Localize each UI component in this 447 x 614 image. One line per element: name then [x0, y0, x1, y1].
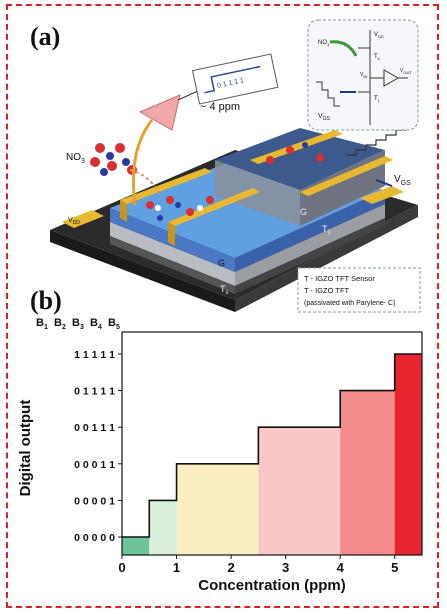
bit-header-label: B4 — [90, 317, 102, 331]
bit-header-label: B1 — [36, 317, 48, 331]
no3-label: NO3 — [66, 152, 85, 165]
legend-line-3: (passivated with Parylene- C) — [304, 300, 395, 307]
x-tick-label: 0 — [118, 560, 125, 575]
digital-output-step-chart: 0 0 0 0 0 0 0 0 0 1 0 0 0 1 1 0 0 1 1 1 0 1 … — [17, 317, 423, 594]
inset-ts-label: Ts — [374, 54, 380, 61]
passivated-block-top — [215, 128, 385, 190]
y-tick-label: 0 0 0 0 1 — [74, 495, 115, 507]
electrode-mid-front — [168, 222, 175, 246]
device-g-mid: G — [218, 258, 225, 268]
y-tick-label: 0 0 0 1 1 — [74, 459, 115, 471]
device-ts-label: Ts — [220, 284, 229, 296]
layer-blue-side — [235, 190, 385, 272]
inset-no3-arrow — [329, 40, 358, 57]
layer-grey-front — [110, 222, 235, 286]
figure-frame — [6, 4, 439, 608]
contact-pad-right — [360, 186, 404, 204]
electrode-left — [120, 168, 212, 204]
inset-vin-label: VIN — [360, 72, 367, 79]
x-tick-label: 1 — [173, 560, 180, 575]
amplifier-output-line — [177, 89, 201, 101]
step-bar — [176, 463, 259, 555]
vgs-staircase-right — [346, 129, 406, 156]
x-axis-label: Concentration (ppm) — [198, 577, 346, 594]
inset-vgs-label: VGS — [318, 113, 331, 122]
x-tick-label: 5 — [391, 560, 398, 575]
legend-line-1: T - IGZO TFT Sensor — [304, 274, 375, 283]
inset-vdd-label: VDD — [374, 32, 384, 39]
inset-no3-label: NO3 — [318, 40, 330, 47]
y-tick-label: 0 0 1 1 1 — [74, 422, 115, 434]
panel-b-label: (b) — [30, 286, 62, 315]
y-tick-label: 1 1 1 1 1 — [74, 349, 115, 361]
bit-header-label: B2 — [54, 317, 66, 331]
readout-ppm: ~ 4 ppm — [200, 101, 240, 113]
vgs-arrow-right — [375, 179, 393, 187]
layer-dark-side — [235, 218, 385, 294]
y-axis-label: Digital output — [17, 400, 34, 497]
inset-circuit — [316, 30, 408, 125]
electrode-right — [250, 130, 343, 164]
bit-header-label: B5 — [108, 317, 120, 331]
device-illustration: NO3 0 1 1 1 1 ~ 4 ppm VGS VDD G T1 G Ts … — [50, 19, 421, 313]
substrate-front — [50, 230, 235, 312]
contact-pad-left — [62, 210, 104, 228]
amplifier-triangle — [138, 94, 181, 131]
inset-t1-label: T1 — [374, 96, 381, 103]
panel-a-label: (a) — [30, 22, 61, 51]
layer-grey-side — [235, 204, 385, 286]
bit-header-label: B3 — [72, 317, 84, 331]
readout-card: 0 1 1 1 1 — [191, 53, 279, 105]
device-g-top: G — [300, 207, 307, 217]
step-line — [122, 353, 422, 538]
step-bar — [122, 537, 150, 555]
x-tick-label: 4 — [337, 560, 345, 575]
no3-diffusion-path — [129, 169, 161, 196]
device-legend-box — [297, 267, 421, 313]
vgs-label-right: VGS — [394, 174, 411, 187]
step-bar — [258, 427, 341, 555]
step-bar — [394, 354, 422, 555]
electrode-left-front — [120, 200, 127, 222]
legend-line-2: T - IGZO TFT — [304, 286, 350, 295]
electrode-mid — [168, 188, 260, 226]
surface-molecules — [146, 142, 324, 221]
inset-circuit-box — [307, 19, 419, 131]
x-tick-label: 3 — [282, 560, 289, 575]
device-vdd-left: VDD — [68, 217, 80, 226]
x-tick-label: 2 — [227, 560, 234, 575]
no3-cluster — [90, 143, 137, 176]
plot-frame — [121, 331, 423, 556]
device-t1-label: T1 — [322, 224, 332, 236]
y-tick-label: 0 1 1 1 1 — [74, 386, 115, 398]
electrode-far — [300, 156, 393, 196]
layer-dark-front — [110, 236, 235, 294]
step-bar — [340, 390, 395, 555]
inset-vout-label: VOUT — [400, 68, 412, 75]
step-bar — [149, 500, 177, 555]
sensor-wire — [131, 119, 154, 206]
y-tick-label: 0 0 0 0 0 — [74, 532, 115, 544]
